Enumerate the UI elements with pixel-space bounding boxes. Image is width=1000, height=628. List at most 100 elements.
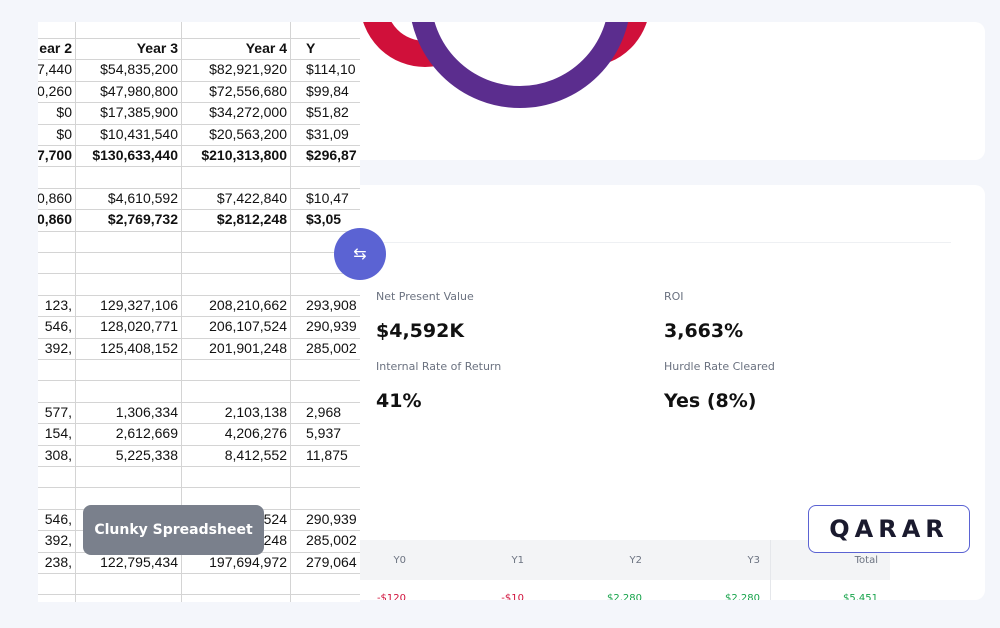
row-line [38, 337, 360, 339]
cell: 125,408,152 [100, 339, 178, 356]
table-cell: $2,280 [607, 593, 642, 600]
table-cell: -$120 [376, 593, 406, 600]
cell: 285,002 [306, 532, 357, 549]
cell: 0,860 [38, 189, 72, 206]
table-cell: $2,280 [725, 593, 760, 600]
cell: ,238 [44, 553, 72, 570]
row-line [38, 487, 360, 489]
row-line [38, 102, 360, 104]
row-line [38, 209, 360, 211]
row-line [38, 594, 360, 596]
cell: $51,82 [306, 104, 349, 121]
row-line [38, 316, 360, 318]
chart-card [360, 22, 985, 160]
cell: $10,431,540 [100, 125, 178, 142]
cell: ,546 [44, 318, 72, 335]
row-line [38, 444, 360, 446]
table-header-bg [360, 540, 890, 580]
cell: $114,10 [306, 61, 356, 78]
cell: 122,795,434 [100, 553, 178, 570]
header-cell: Y [306, 40, 316, 56]
cell: $4,610,592 [107, 189, 178, 206]
cell: 5,937 [306, 425, 342, 442]
cell: $34,272,000 [209, 104, 287, 121]
header-cell: Year 3 [136, 40, 178, 56]
cell: 206,107,524 [209, 318, 287, 335]
cell: $10,47 [306, 189, 349, 206]
cell: $2,812,248 [216, 211, 287, 228]
row-line [38, 359, 360, 360]
cell: ,154 [44, 425, 72, 442]
cell: 208,210,662 [209, 296, 287, 313]
badge: Clunky Spreadsheet [83, 505, 264, 555]
cell: $17,385,900 [100, 104, 178, 121]
row-line [38, 123, 360, 125]
col-line [181, 22, 182, 602]
cell: 293,908 [306, 296, 357, 313]
cell: ,123 [44, 296, 72, 313]
row-line [38, 423, 360, 425]
row-line [38, 273, 360, 275]
metric-label: ROI [664, 290, 684, 303]
cell: $47,980,800 [100, 82, 178, 99]
cell: 7,700 [38, 147, 72, 163]
cell: 290,939 [306, 510, 357, 527]
cell: $31,09 [306, 125, 349, 142]
divider [376, 242, 951, 243]
table-cell: $5,451 [843, 593, 878, 600]
row-line [38, 401, 360, 403]
cell: $130,633,440 [92, 147, 178, 163]
cell: ,392 [44, 339, 72, 356]
cell: ,546 [44, 510, 72, 527]
cell: 129,327,106 [100, 296, 178, 313]
cell: ,308 [44, 446, 72, 463]
row-line [38, 59, 360, 61]
metric-value: Yes (8%) [664, 390, 757, 412]
cell: $72,556,680 [209, 82, 287, 99]
cell: 2,612,669 [115, 425, 178, 442]
row-line [38, 466, 360, 467]
cell: 4,206,276 [224, 425, 287, 442]
cell: 201,901,248 [209, 339, 287, 356]
metric-label: Net Present Value [376, 290, 474, 303]
header-cell: Year 4 [245, 40, 287, 56]
cell: 8,412,552 [224, 446, 287, 463]
cell: 279,064 [306, 553, 357, 570]
cell: 290,939 [306, 318, 357, 335]
metric-value: $4,592K [376, 320, 465, 342]
row-line [38, 145, 360, 146]
row-line [38, 166, 360, 168]
row-line [38, 38, 360, 39]
metric-value: 41% [376, 390, 422, 412]
row-line [38, 187, 360, 189]
table-header: Y1 [511, 555, 524, 566]
cell: $3,05 [306, 211, 342, 228]
cell: ,577 [44, 403, 72, 420]
cell: $296,87 [306, 147, 357, 163]
cell: $2,769,732 [107, 211, 178, 228]
table-header: Y3 [747, 555, 760, 566]
cell: $0 [56, 104, 72, 121]
header-cell: ear 2 [39, 40, 72, 56]
row-line [38, 80, 360, 82]
cell: 5,225,338 [115, 446, 178, 463]
cell: 197,694,972 [209, 553, 287, 570]
cell: ,392 [44, 532, 72, 549]
table-header: Y0 [393, 555, 406, 566]
cashflow-table: Y0 -$120 Y1 -$10 Y2 $2,280 Y3 $2,280 Total $5,451 [360, 540, 890, 600]
cell: $20,563,200 [209, 125, 287, 142]
cell: $82,921,920 [209, 61, 287, 78]
metric-value: 3,663% [664, 320, 744, 342]
cell: 0,860 [38, 211, 72, 228]
cell: 11,875 [306, 446, 348, 463]
row-line [38, 380, 360, 382]
table-cell: -$10 [501, 593, 524, 600]
cell: $99,84 [306, 82, 349, 99]
cell: 1,306,334 [115, 403, 178, 420]
slider-handle[interactable]: ⇆ [334, 228, 386, 280]
col-line [75, 22, 76, 602]
donut-fragment [363, 22, 647, 108]
cell: 128,020,771 [100, 318, 178, 335]
cell: $210,313,800 [201, 147, 287, 163]
row-line [38, 294, 360, 296]
